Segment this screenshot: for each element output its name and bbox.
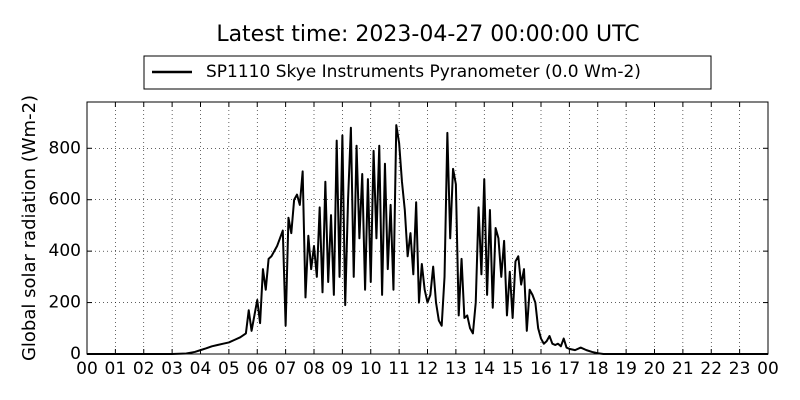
x-tick-label: 05 xyxy=(218,359,240,379)
legend-box xyxy=(143,55,712,90)
x-tick-label: 14 xyxy=(473,359,495,379)
x-tick-label: 18 xyxy=(587,359,609,379)
x-tick-label: 10 xyxy=(360,359,382,379)
x-tick-label: 09 xyxy=(332,359,354,379)
x-tick-label: 16 xyxy=(530,359,552,379)
x-tick-label: 22 xyxy=(700,359,722,379)
x-tick-label: 23 xyxy=(729,359,751,379)
x-tick-label: 17 xyxy=(559,359,581,379)
x-tick-label: 07 xyxy=(275,359,297,379)
x-tick-label: 06 xyxy=(246,359,268,379)
x-tick-label: 08 xyxy=(303,359,325,379)
y-tick-label: 400 xyxy=(49,241,81,261)
chart-title: Latest time: 2023-04-27 00:00:00 UTC xyxy=(216,22,639,47)
y-tick-label: 0 xyxy=(70,344,81,364)
x-tick-label: 03 xyxy=(161,359,183,379)
x-tick-label: 15 xyxy=(502,359,524,379)
x-tick-label: 12 xyxy=(417,359,439,379)
x-tick-label: 02 xyxy=(133,359,155,379)
data-line xyxy=(87,124,768,355)
x-tick-label: 11 xyxy=(388,359,410,379)
y-tick-label: 600 xyxy=(49,190,81,210)
x-tick-label: 04 xyxy=(190,359,212,379)
legend-label: SP1110 Skye Instruments Pyranometer (0.0… xyxy=(206,62,641,82)
y-tick-label: 200 xyxy=(49,293,81,313)
y-tick-label: 800 xyxy=(49,138,81,158)
x-tick-label: 21 xyxy=(672,359,694,379)
x-tick-label: 01 xyxy=(105,359,127,379)
plot-frame xyxy=(86,101,769,355)
y-axis-label: Global solar radiation (Wm-2) xyxy=(19,95,40,361)
x-tick-label: 19 xyxy=(615,359,637,379)
x-tick-label: 00 xyxy=(757,359,779,379)
x-tick-label: 20 xyxy=(644,359,666,379)
x-tick-label: 13 xyxy=(445,359,467,379)
x-tick-label: 00 xyxy=(76,359,98,379)
